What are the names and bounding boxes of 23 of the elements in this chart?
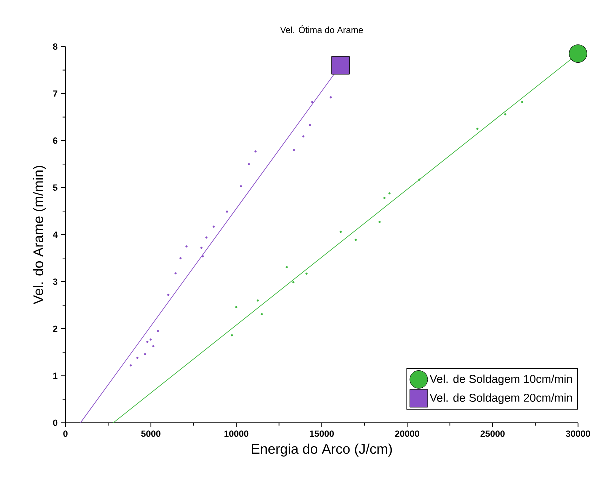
x-tick-label: 10000 [224,430,249,438]
legend-label: Vel. de Soldagem 10cm/min [430,374,572,386]
x-tick-label: 5000 [141,430,161,438]
x-tick-label: 15000 [310,430,334,438]
y-tick-label: 7 [53,90,58,98]
x-tick-label: 25000 [480,430,505,438]
chart-title: Vel. Ótima do Arame [280,26,364,34]
y-tick-label: 4 [53,232,58,238]
point [332,56,350,75]
y-tick-label: 1 [54,373,58,380]
y-tick-label: 0 [53,420,58,426]
legend-label: Vel. de Soldagem 20cm/min [430,394,572,404]
y-axis-title: Vel. do Arame (m/min) [33,166,46,305]
y-tick-label: 8 [53,44,58,50]
x-tick-label: 20000 [395,430,420,438]
point [569,44,588,64]
x-axis-title: Energia do Arco (J/cm) [252,444,392,457]
y-tick-label: 6 [53,138,58,144]
y-tick-label: 2 [53,326,58,332]
y-tick-label: 3 [53,278,58,286]
x-tick-label: 30000 [566,430,590,438]
y-tick-label: 5 [53,184,58,192]
x-tick-label: 0 [64,430,68,438]
